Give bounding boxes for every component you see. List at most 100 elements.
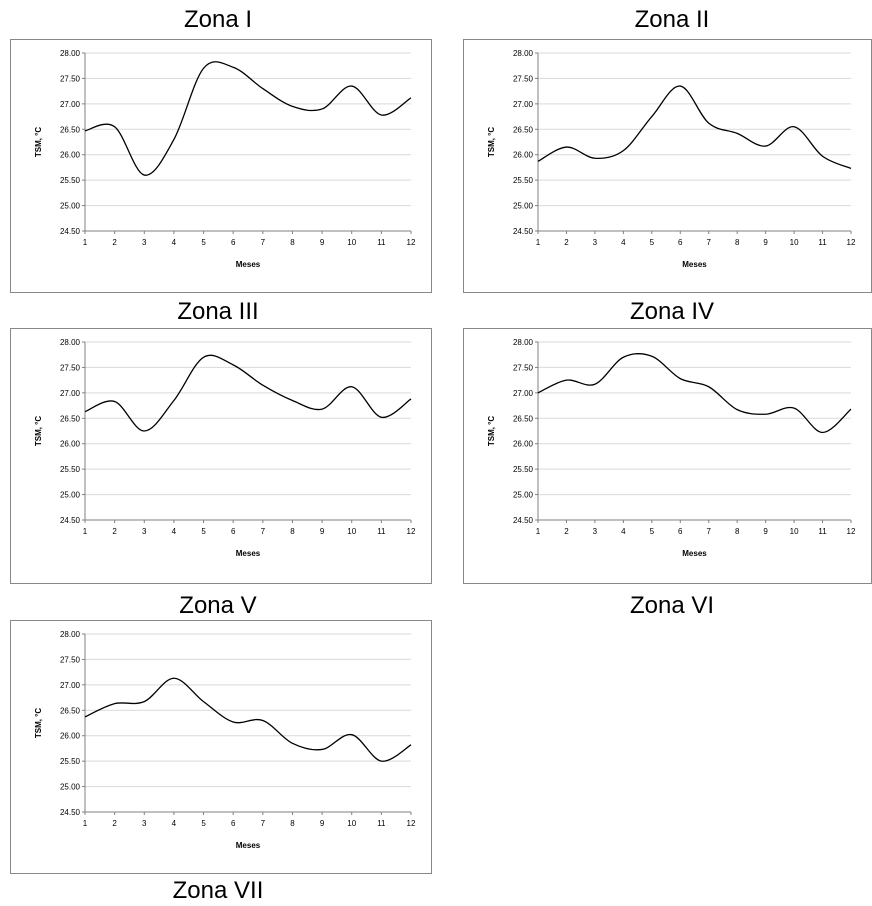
x-tick-label: 3 [142,238,147,247]
x-tick-label: 4 [621,238,626,247]
y-tick-label: 24.50 [513,516,534,525]
x-tick-label: 9 [320,527,325,536]
chart-panel-5: 24.50 25.00 25.50 26.00 26.50 27.00 27.50 28.00… [10,620,432,874]
x-tick-label: 10 [790,238,799,247]
x-tick-label: 5 [201,819,206,828]
x-tick-label: 11 [377,238,386,247]
chart-panel-3: 24.50 25.00 25.50 26.00 26.50 27.00 27.50 28.00… [10,328,432,584]
x-tick-label: 12 [407,819,416,828]
y-axis-title: TSM, °C [34,416,43,447]
x-axis-title: Meses [682,549,707,558]
x-tick-label: 4 [172,238,177,247]
x-tick-label: 8 [735,527,740,536]
x-tick-label: 5 [201,527,206,536]
x-tick-label: 8 [290,527,295,536]
x-tick-label: 3 [142,527,147,536]
zone-title-7: Zona VII [172,877,264,904]
chart-2: 24.50 25.00 25.50 26.00 26.50 27.00 27.50 28.00… [487,49,856,269]
series-line-tsm [84,677,412,762]
chart-panel-1: 24.50 25.00 25.50 26.00 26.50 27.00 27.50 28.00… [10,39,432,293]
x-tick-label: 8 [290,238,295,247]
x-tick-label: 8 [290,819,295,828]
chart-panel-2: 24.50 25.00 25.50 26.00 26.50 27.00 27.50 28.00… [463,39,872,293]
x-tick-label: 11 [377,527,386,536]
y-tick-label: 24.50 [60,808,81,817]
x-tick-label: 11 [377,819,386,828]
x-tick-label: 3 [593,238,598,247]
y-tick-label: 28.00 [513,49,534,58]
x-tick-label: 9 [320,819,325,828]
x-axis-title: Meses [236,549,261,558]
x-tick-label: 5 [201,238,206,247]
y-tick-label: 26.00 [60,440,81,449]
x-tick-label: 6 [678,527,683,536]
zone-title-2: Zona II [634,6,710,33]
x-tick-label: 4 [172,527,177,536]
series-line-tsm [537,353,852,434]
x-axis-title: Meses [236,260,261,269]
x-tick-label: 8 [735,238,740,247]
y-tick-label: 25.00 [513,491,534,500]
x-tick-label: 2 [564,527,569,536]
y-tick-label: 24.50 [60,516,81,525]
y-tick-label: 27.50 [60,363,81,372]
x-tick-label: 10 [347,238,356,247]
x-tick-label: 1 [536,238,541,247]
series-line-tsm [84,61,412,176]
y-tick-label: 27.00 [60,100,81,109]
x-tick-label: 9 [763,238,768,247]
zone-title-1: Zona I [183,6,253,33]
x-axis-title: Meses [682,260,707,269]
y-tick-label: 27.00 [60,681,81,690]
y-tick-label: 28.00 [513,338,534,347]
x-tick-label: 2 [112,819,117,828]
x-tick-label: 1 [83,819,88,828]
x-tick-label: 12 [847,527,856,536]
chart-1: 24.50 25.00 25.50 26.00 26.50 27.00 27.50 28.00… [34,49,416,269]
y-tick-label: 26.50 [513,414,534,423]
y-tick-label: 25.00 [60,783,81,792]
x-tick-label: 9 [763,527,768,536]
x-tick-label: 2 [564,238,569,247]
series-line-tsm [84,354,412,432]
x-tick-label: 10 [790,527,799,536]
y-tick-label: 25.00 [60,202,81,211]
y-tick-label: 26.00 [513,151,534,160]
x-tick-label: 7 [707,238,712,247]
x-tick-label: 4 [621,527,626,536]
x-tick-label: 9 [320,238,325,247]
y-tick-label: 28.00 [60,630,81,639]
chart-panel-4: 24.50 25.00 25.50 26.00 26.50 27.00 27.50 28.00… [463,328,872,584]
y-tick-label: 26.50 [60,414,81,423]
zone-title-3: Zona III [177,298,259,325]
x-tick-label: 10 [347,527,356,536]
x-tick-label: 1 [536,527,541,536]
y-tick-label: 26.00 [513,440,534,449]
x-tick-label: 12 [407,527,416,536]
y-tick-label: 27.50 [60,74,81,83]
y-tick-label: 26.50 [60,125,81,134]
y-tick-label: 25.50 [513,465,534,474]
x-tick-label: 3 [142,819,147,828]
series-line-tsm [537,85,852,170]
x-tick-label: 1 [83,238,88,247]
y-axis-title: TSM, °C [487,127,496,158]
y-tick-label: 27.00 [513,100,534,109]
y-tick-label: 26.50 [60,706,81,715]
y-tick-label: 25.50 [60,757,81,766]
y-tick-label: 28.00 [60,338,81,347]
x-tick-label: 5 [650,238,655,247]
y-tick-label: 27.50 [60,655,81,664]
x-tick-label: 7 [261,238,266,247]
x-tick-label: 1 [83,527,88,536]
y-tick-label: 24.50 [60,227,81,236]
y-tick-label: 25.50 [60,176,81,185]
x-tick-label: 6 [231,819,236,828]
y-axis-title: TSM, °C [34,708,43,739]
zone-title-4: Zona IV [629,298,715,325]
y-tick-label: 26.00 [60,151,81,160]
x-tick-label: 11 [818,527,827,536]
y-tick-label: 25.00 [513,202,534,211]
x-tick-label: 11 [818,238,827,247]
y-axis-title: TSM, °C [34,127,43,158]
